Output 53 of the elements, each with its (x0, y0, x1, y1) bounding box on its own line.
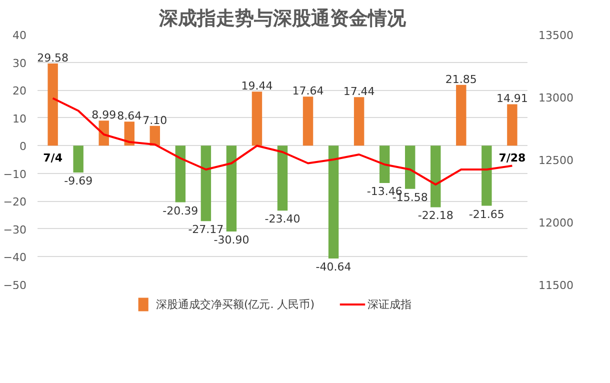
data-label: -23.40 (264, 212, 300, 226)
x-tick-label: 7/4 (43, 152, 63, 165)
y-tick-label: 30 (12, 56, 27, 70)
bar (226, 146, 237, 232)
bar (150, 126, 160, 146)
data-label: -9.69 (64, 174, 93, 188)
bar (379, 146, 390, 183)
data-label: 14.91 (496, 92, 528, 106)
data-label: 17.44 (343, 85, 375, 98)
bar (482, 146, 492, 206)
legend-label: 深证成指 (368, 298, 412, 311)
data-label: 7.10 (142, 114, 168, 127)
y-tick-label: −20 (3, 196, 27, 209)
bar (430, 146, 441, 208)
bar (124, 122, 134, 146)
data-label: 17.64 (292, 84, 324, 98)
bar (277, 146, 288, 211)
y-tick-label: 40 (12, 29, 27, 42)
y-tick-label: −10 (3, 168, 27, 181)
bar (200, 146, 212, 222)
data-label: 19.44 (241, 80, 273, 93)
bar (328, 146, 339, 258)
y-tick-label: 0 (20, 140, 26, 154)
y-tick-label: −40 (3, 251, 27, 264)
x-tick-label: 7/28 (498, 152, 526, 165)
data-label: -21.65 (468, 208, 504, 221)
y-tick-label: −30 (3, 223, 27, 236)
y-tick-label: 10 (12, 112, 27, 126)
data-label: 21.85 (445, 72, 477, 86)
bar (405, 146, 416, 189)
bar (354, 97, 364, 146)
y2-tick-label: 13000 (538, 92, 574, 104)
legend-label: 深股通成交净买额(亿元. 人民币) (156, 298, 315, 311)
y2-tick-label: 13500 (538, 29, 574, 42)
chart-title: 深成指走势与深股通资金情况 (158, 8, 407, 30)
bar (456, 84, 466, 146)
y2-tick-label: 12500 (538, 154, 574, 167)
y2-tick-label: 11500 (538, 279, 574, 292)
data-label: 8.64 (117, 110, 142, 123)
y2-tick-label: 12000 (538, 216, 574, 230)
bar (507, 104, 518, 146)
bar (73, 146, 84, 173)
data-label: 8.99 (92, 108, 116, 122)
bar (252, 92, 262, 146)
y-tick-label: 20 (12, 84, 27, 98)
bar (175, 146, 186, 202)
y-tick-label: −50 (3, 279, 27, 292)
data-label: -20.39 (162, 204, 198, 218)
data-label: -40.64 (316, 260, 352, 274)
data-label: -22.18 (418, 209, 454, 222)
bar (48, 63, 58, 146)
bar (302, 96, 314, 146)
data-label: 29.58 (37, 51, 69, 64)
